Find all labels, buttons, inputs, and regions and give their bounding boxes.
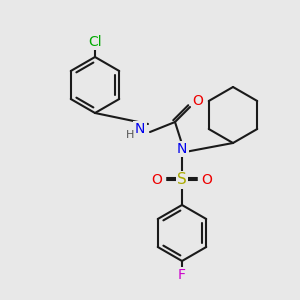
- Text: O: O: [193, 94, 203, 108]
- Text: N: N: [135, 122, 145, 136]
- Text: O: O: [202, 173, 212, 187]
- Text: S: S: [177, 172, 187, 188]
- Text: F: F: [178, 268, 186, 282]
- Text: Cl: Cl: [88, 35, 102, 49]
- Text: N: N: [177, 142, 187, 156]
- Text: H: H: [126, 130, 134, 140]
- Text: O: O: [152, 173, 162, 187]
